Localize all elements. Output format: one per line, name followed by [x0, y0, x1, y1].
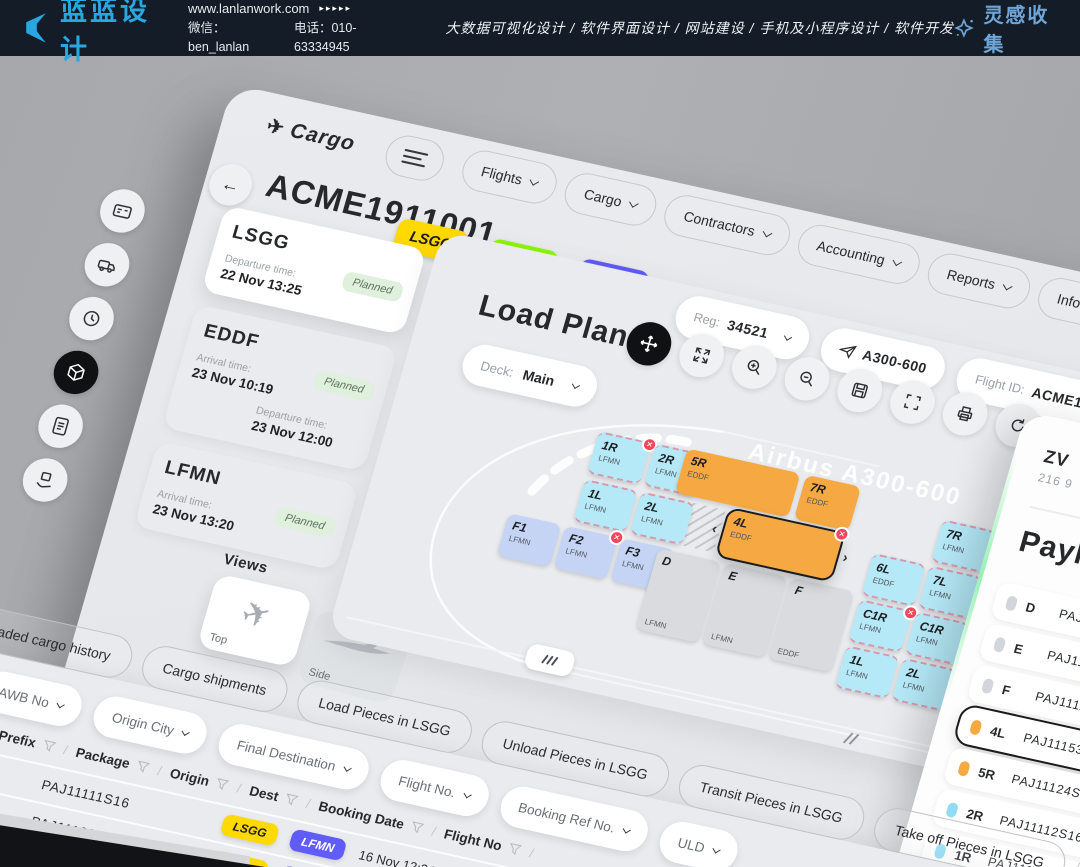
funnel-icon: [217, 778, 230, 791]
chevron-down-icon: [181, 727, 191, 736]
handover-button[interactable]: [17, 454, 73, 506]
uld-dot: [992, 635, 1007, 653]
funnel-icon: [138, 760, 151, 773]
uld-dot: [1004, 594, 1019, 612]
mockup-canvas: ✈ Cargo Flights Cargo Contractors Accoun…: [0, 56, 1080, 867]
uld-dot: [957, 759, 972, 777]
package-icon: [67, 363, 85, 381]
uld-dot: [968, 718, 983, 736]
column-header-origin[interactable]: Origin: [168, 766, 230, 793]
chevron-down-icon: [56, 699, 66, 708]
chevron-down-icon: [892, 256, 903, 267]
chevron-down-icon: [783, 332, 793, 341]
plane-icon: ✈: [265, 115, 287, 139]
side-rail: [17, 185, 150, 506]
column-header-flight-no[interactable]: Flight No: [442, 826, 523, 857]
fullscreen-button[interactable]: [884, 376, 941, 429]
column-header-prefix[interactable]: Prefix: [0, 728, 57, 755]
aircraft-type-pill[interactable]: A300-600: [815, 324, 951, 394]
zoom-in-button[interactable]: [726, 341, 782, 394]
chevron-down-icon: [463, 789, 472, 798]
clock-icon: [83, 310, 100, 327]
load-plan-button[interactable]: [48, 346, 104, 399]
funnel-icon: [286, 793, 299, 806]
origin-tag: LSGG: [219, 813, 281, 847]
lanlan-logo-icon: [18, 10, 54, 46]
contact-block: www.lanlanwork.com ▸▸▸▸▸ 微信：ben_lanlan 电…: [188, 0, 399, 57]
services-list: 大数据可视化设计 / 软件界面设计 / 网站建设 / 手机及小程序设计 / 软件…: [445, 20, 955, 36]
diagram-toolbar: [621, 317, 1046, 452]
uld-dot: [980, 677, 995, 694]
transport-button[interactable]: [79, 238, 135, 291]
paper-plane-icon: [837, 345, 857, 359]
expand-tool-button[interactable]: [674, 329, 730, 382]
funnel-icon: [44, 739, 57, 752]
payload-header-code: ZV: [1041, 446, 1072, 471]
card-icon: [112, 204, 132, 219]
flight-info-pills: Reg: 34521 A300-600 Flight ID: ACME19110…: [670, 291, 1080, 462]
arrows-decoration: ▸▸▸▸▸: [319, 2, 352, 13]
chevron-down-icon: [1002, 281, 1013, 291]
website-url[interactable]: www.lanlanwork.com: [188, 0, 310, 16]
pan-tool-button[interactable]: [621, 317, 677, 370]
inspiration-collect[interactable]: 灵感收集: [954, 0, 1062, 57]
payload-title: Payload: [1015, 525, 1080, 584]
funnel-icon: [412, 821, 425, 834]
uld-dot: [945, 801, 960, 818]
cargo-app-window: ✈ Cargo Flights Cargo Contractors Accoun…: [0, 84, 1080, 867]
load-plan-title: Load Plan: [474, 288, 633, 354]
history-button[interactable]: [63, 292, 120, 345]
payload-header-sub: 216 9: [1036, 470, 1075, 492]
funnel-icon: [510, 842, 523, 856]
tab-sent-emails[interactable]: Sent e-mails: [1069, 848, 1080, 867]
brand-name: 蓝蓝设计: [60, 0, 150, 65]
print-button[interactable]: [937, 387, 993, 440]
chevron-down-icon: [529, 176, 540, 186]
sparkle-icon: [954, 18, 974, 38]
save-button[interactable]: [832, 364, 888, 417]
chevron-down-icon: [629, 198, 640, 208]
chevron-down-icon: [762, 227, 773, 238]
chevron-down-icon: [343, 763, 352, 772]
dest-tag: LFMN: [287, 828, 348, 862]
column-header-package[interactable]: Package: [74, 745, 151, 776]
hand-box-icon: [36, 471, 52, 488]
truck-icon: [97, 259, 116, 273]
zoom-out-button[interactable]: [779, 352, 835, 405]
table-header-row: Prefix / Package / Origin / Dest / Booking D…: [0, 728, 535, 861]
boarding-pass-button[interactable]: [94, 185, 150, 237]
column-header-dest[interactable]: Dest: [248, 783, 300, 808]
back-arrow-icon: ←: [219, 172, 243, 196]
phone-number: 电话：010-63334945: [293, 20, 357, 55]
chevron-down-icon: [712, 844, 721, 853]
chevron-down-icon: [622, 824, 631, 834]
documents-button[interactable]: [33, 400, 89, 453]
document-icon: [52, 416, 69, 436]
wechat-id: 微信：ben_lanlan: [188, 20, 250, 55]
branding-banner: 蓝蓝设计 www.lanlanwork.com ▸▸▸▸▸ 微信：ben_lan…: [0, 0, 1080, 65]
column-header-booking-date[interactable]: Booking Date: [317, 799, 426, 837]
